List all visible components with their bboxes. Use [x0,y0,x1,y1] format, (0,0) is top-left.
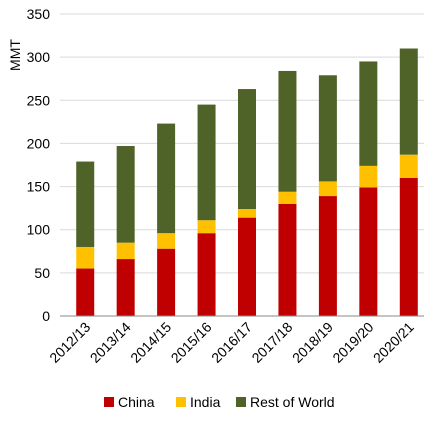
bar-segment-china [359,187,378,316]
bar-segment-rest-of-world [157,123,176,234]
bar-segment-rest-of-world [116,146,135,243]
x-tick-label: 2017/18 [248,319,295,366]
bar-segment-china [238,217,256,316]
bars [76,48,418,316]
x-tick-label: 2020/21 [370,319,417,366]
bar-segment-rest-of-world [238,89,256,210]
x-axis-ticks: 2012/132013/142014/152015/162016/172017/… [46,319,417,366]
x-tick-label: 2013/14 [87,319,134,366]
y-axis-ticks: 0 50 100 150 200 250 300 350 [27,6,51,324]
bar-segment-india [76,246,95,269]
bar-segment-china [157,248,176,316]
bar-segment-india [278,191,297,204]
legend-label: Rest of World [250,394,335,410]
legend-swatch [104,397,114,407]
y-tick-label: 150 [27,179,51,195]
x-tick-label: 2016/17 [208,319,255,366]
bar-segment-india [399,154,418,178]
bar-segment-rest-of-world [197,104,216,221]
legend: China India Rest of World [104,394,335,410]
bar-segment-india [197,220,216,234]
y-tick-label: 100 [27,222,51,238]
y-tick-label: 300 [27,49,51,65]
y-axis-label: MMT [7,39,23,71]
legend-label: India [190,394,221,410]
x-tick-label: 2014/15 [127,319,174,366]
bar-segment-china [318,196,337,316]
legend-label: China [118,394,155,410]
bar-segment-china [116,259,135,316]
y-tick-label: 0 [42,308,50,324]
bar-segment-rest-of-world [278,70,297,192]
bar-segment-india [238,209,256,218]
bar-segment-rest-of-world [318,75,337,182]
y-tick-label: 200 [27,135,51,151]
x-tick-label: 2015/16 [168,319,215,366]
bar-segment-india [359,165,378,188]
bar-segment-rest-of-world [359,61,378,166]
y-tick-label: 350 [27,6,51,22]
legend-swatch [176,397,186,407]
legend-swatch [236,397,246,407]
bar-segment-india [318,181,337,197]
x-tick-label: 2012/13 [46,319,93,366]
bar-segment-china [76,268,95,316]
y-tick-label: 50 [34,265,50,281]
bar-segment-india [157,233,176,249]
y-tick-label: 250 [27,92,51,108]
x-tick-label: 2019/20 [329,319,376,366]
x-tick-label: 2018/19 [289,319,336,366]
bar-segment-china [197,233,216,316]
bar-segment-india [116,242,135,260]
bar-segment-china [399,177,418,316]
bar-segment-rest-of-world [76,161,95,247]
bar-segment-rest-of-world [399,48,418,155]
bar-segment-china [278,203,297,316]
